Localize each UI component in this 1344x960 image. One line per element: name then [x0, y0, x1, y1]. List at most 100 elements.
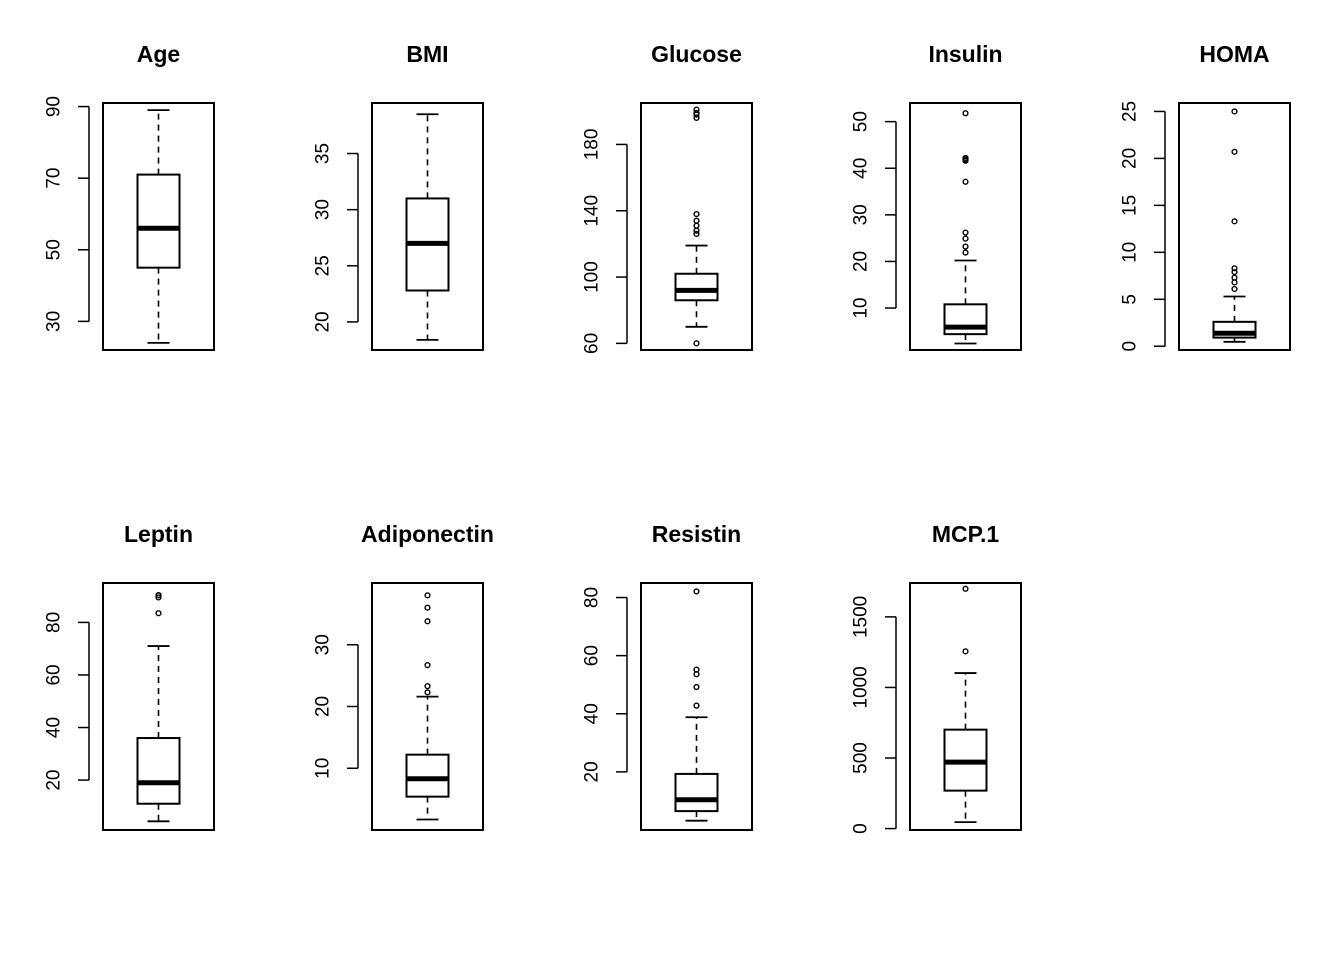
outlier-point	[1231, 218, 1238, 225]
y-tick-label: 80	[44, 612, 65, 633]
plot-frame	[640, 582, 753, 831]
y-tick-label: 20	[582, 761, 603, 782]
outlier-point	[155, 610, 162, 617]
plot-frame	[102, 582, 215, 831]
y-tick-label: 35	[313, 143, 334, 164]
outlier-point	[693, 222, 700, 229]
outlier-point	[424, 618, 431, 625]
panel-resistin: Resistin 20 40 60 80	[582, 521, 753, 831]
outlier-point	[424, 604, 431, 611]
outlier-point	[693, 227, 700, 234]
outlier-point	[693, 702, 700, 709]
y-tick-label: 50	[851, 111, 872, 132]
outlier-point	[424, 683, 431, 690]
plot-frame	[640, 102, 753, 351]
outlier-point	[962, 585, 969, 592]
y-tick-label: 40	[851, 158, 872, 179]
outlier-point	[424, 592, 431, 599]
outlier-point	[962, 648, 969, 655]
y-tick-label: 20	[313, 696, 334, 717]
outlier-point	[155, 591, 162, 599]
outlier-point	[1231, 148, 1238, 155]
y-tick-label: 60	[582, 333, 603, 354]
y-tick-label: 20	[1120, 148, 1141, 169]
iqr-box	[136, 737, 181, 805]
y-tick-label: 30	[851, 204, 872, 225]
y-tick-label: 10	[851, 297, 872, 318]
y-tick-label: 15	[1120, 195, 1141, 216]
outlier-point	[962, 243, 969, 250]
y-tick-label: 140	[582, 195, 603, 227]
y-tick-label: 60	[582, 645, 603, 666]
outlier-point	[424, 689, 431, 696]
y-tick-label: 30	[44, 311, 65, 332]
panel-title: Leptin	[124, 521, 193, 547]
plot-frame	[1178, 102, 1291, 351]
panel-adiponectin: Adiponectin 10 20 30	[313, 521, 494, 831]
y-tick-label: 25	[1120, 101, 1141, 122]
outlier-point	[962, 229, 969, 236]
y-tick-label: 80	[582, 587, 603, 608]
y-tick-label: 1500	[851, 596, 872, 638]
panel-title: MCP.1	[932, 521, 1000, 547]
outlier-point	[1231, 265, 1238, 272]
panel-title: Insulin	[928, 41, 1002, 67]
panel-mcp-1: MCP.1 0 500 1000 1500	[851, 521, 1022, 834]
outlier-point	[962, 235, 969, 242]
outlier-point	[693, 666, 700, 673]
y-tick-label: 30	[313, 199, 334, 220]
y-tick-label: 10	[1120, 242, 1141, 263]
panel-title: Age	[137, 41, 180, 67]
outlier-point	[155, 594, 162, 601]
iqr-box	[405, 753, 450, 798]
outlier-point	[962, 110, 969, 117]
outlier-point	[1231, 285, 1238, 293]
panel-title: HOMA	[1199, 41, 1269, 67]
outlier-point	[693, 210, 700, 218]
outlier-point	[693, 683, 700, 691]
y-tick-label: 20	[313, 311, 334, 332]
outlier-point	[693, 217, 700, 224]
y-tick-label: 10	[313, 758, 334, 779]
outlier-point	[1231, 274, 1238, 281]
plot-frame	[909, 582, 1022, 831]
y-tick-label: 30	[313, 634, 334, 655]
y-tick-label: 1000	[851, 666, 872, 708]
y-tick-label: 50	[44, 239, 65, 260]
outlier-point	[1231, 108, 1238, 115]
y-tick-label: 180	[582, 129, 603, 161]
panel-homa: HOMA 0 5 10 15 20 25	[1120, 41, 1291, 352]
outlier-point	[693, 340, 700, 347]
panel-title: Resistin	[652, 521, 741, 547]
y-tick-label: 0	[1120, 341, 1141, 352]
y-tick-label: 500	[851, 742, 872, 774]
panel-title: Adiponectin	[361, 521, 494, 547]
y-tick-label: 5	[1120, 294, 1141, 305]
panel-insulin: Insulin 10 20 30 40 50	[851, 41, 1022, 351]
plot-frame	[371, 582, 484, 831]
y-tick-label: 40	[44, 717, 65, 738]
y-tick-label: 40	[582, 703, 603, 724]
panel-leptin: Leptin 20 40 60 80	[44, 521, 215, 831]
panel-title: BMI	[406, 41, 448, 67]
outlier-point	[693, 230, 700, 238]
plot-frame	[371, 102, 484, 351]
outlier-point	[962, 154, 969, 162]
panel-glucose: Glucose 60 100 140 180	[582, 41, 753, 354]
y-tick-label: 20	[44, 770, 65, 791]
outlier-point	[424, 662, 431, 669]
plot-frame	[102, 102, 215, 351]
outlier-point	[1231, 268, 1238, 276]
panel-title: Glucose	[651, 41, 742, 67]
outlier-point	[962, 178, 969, 185]
y-tick-label: 100	[582, 261, 603, 293]
outlier-point	[693, 106, 700, 113]
outlier-point	[962, 249, 969, 256]
iqr-box	[674, 772, 719, 813]
iqr-box	[136, 173, 181, 269]
y-tick-label: 70	[44, 168, 65, 189]
y-tick-label: 20	[851, 251, 872, 272]
iqr-box	[674, 272, 719, 302]
y-tick-label: 60	[44, 664, 65, 685]
